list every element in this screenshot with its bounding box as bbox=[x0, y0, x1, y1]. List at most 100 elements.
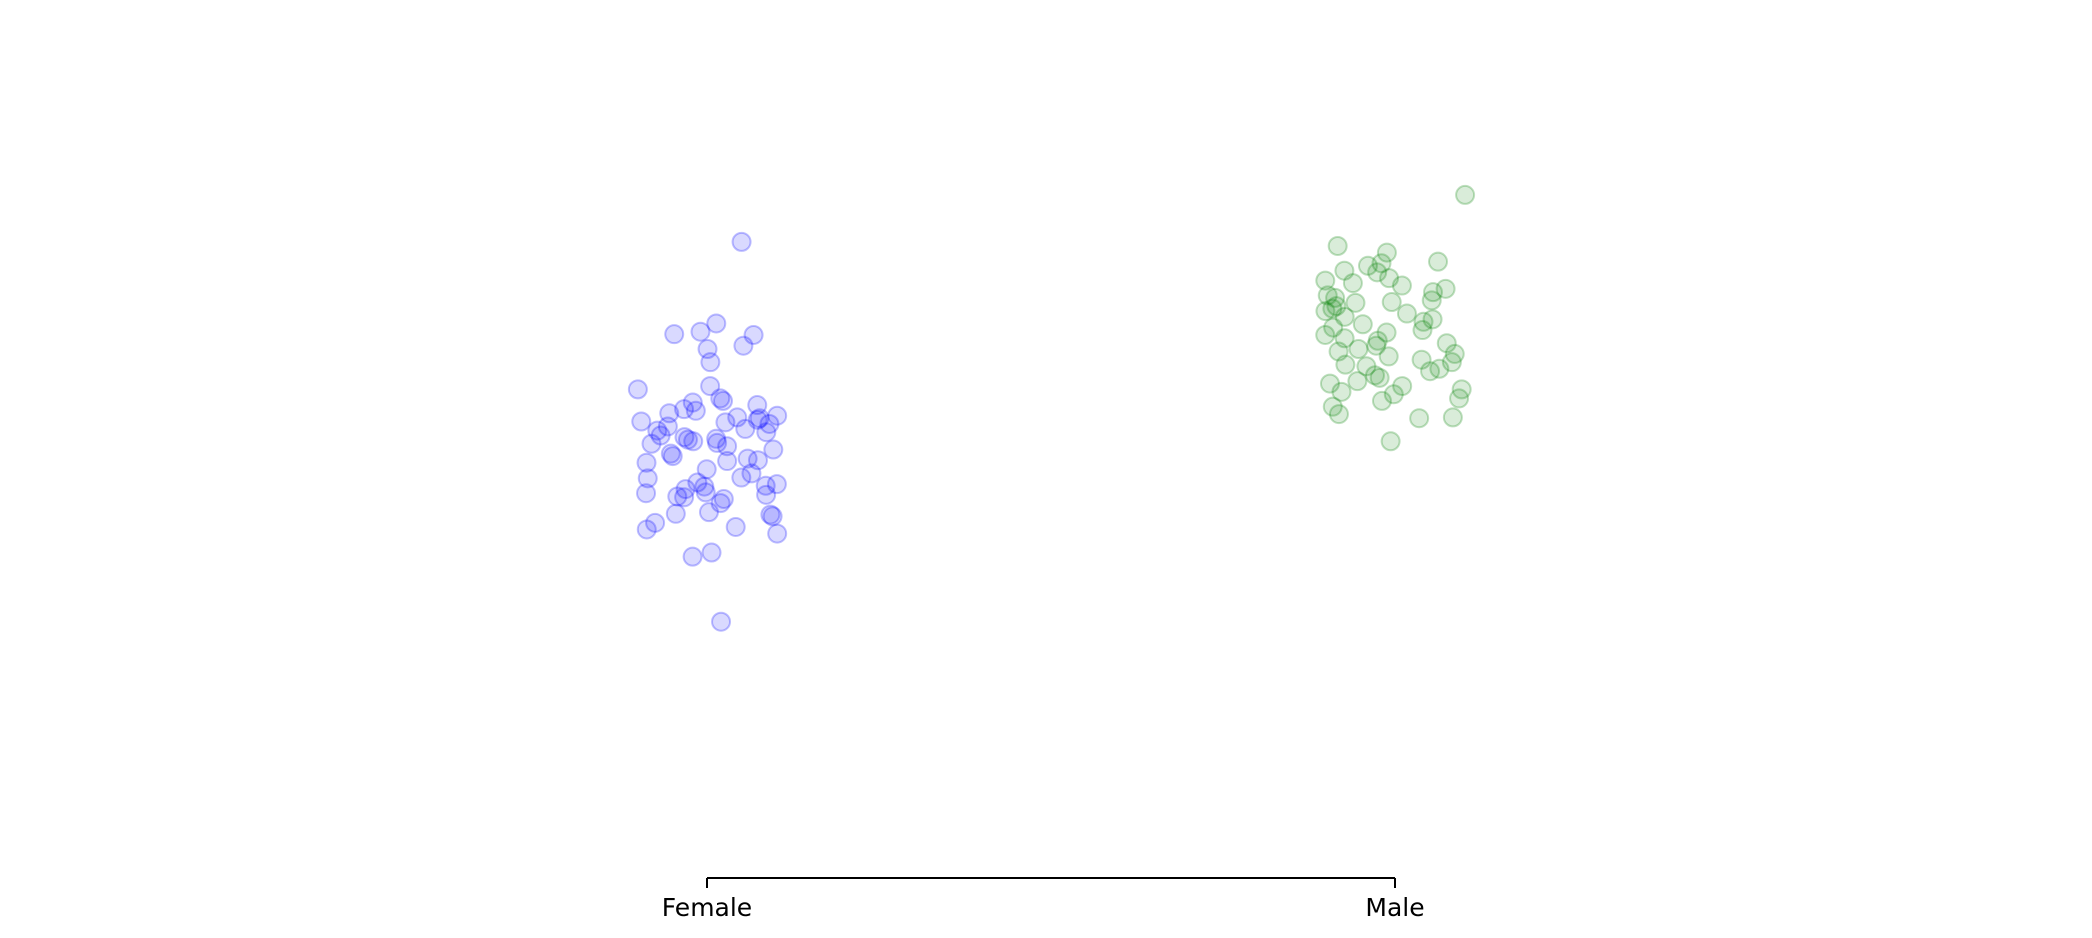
strip-point bbox=[733, 335, 754, 356]
strip-point bbox=[1376, 242, 1397, 263]
strip-point bbox=[731, 231, 752, 252]
x-tick-label: Female bbox=[662, 893, 752, 922]
strip-point bbox=[1357, 255, 1378, 276]
strip-point bbox=[1317, 285, 1338, 306]
strip-point bbox=[1334, 306, 1355, 327]
strip-point bbox=[747, 450, 768, 471]
strip-point bbox=[1331, 381, 1352, 402]
strip-point bbox=[710, 388, 731, 409]
strip-point bbox=[694, 476, 715, 497]
strip-point bbox=[1441, 352, 1462, 373]
strip-point bbox=[696, 459, 717, 480]
strip-point bbox=[690, 321, 711, 342]
strip-point bbox=[677, 429, 698, 450]
strip-point bbox=[707, 432, 728, 453]
strip-point bbox=[1378, 346, 1399, 367]
strip-point bbox=[1420, 361, 1441, 382]
strip-point bbox=[660, 443, 681, 464]
strip-point bbox=[645, 512, 666, 533]
strip-point bbox=[1412, 320, 1433, 341]
strip-point bbox=[1327, 235, 1348, 256]
strip-point bbox=[1371, 253, 1392, 274]
strip-point bbox=[717, 451, 738, 472]
x-tick-label: Male bbox=[1365, 893, 1424, 922]
strip-point bbox=[687, 472, 708, 493]
strip-point bbox=[706, 313, 727, 334]
strip-point bbox=[1451, 379, 1472, 400]
strip-point bbox=[1328, 404, 1349, 425]
strip-point bbox=[1376, 322, 1397, 343]
strip-point bbox=[1413, 311, 1434, 332]
strip-point bbox=[697, 338, 718, 359]
strip-point bbox=[637, 468, 658, 489]
strip-point bbox=[685, 400, 706, 421]
strip-point bbox=[1449, 388, 1470, 409]
strip-point bbox=[1367, 330, 1388, 351]
strip-point bbox=[725, 516, 746, 537]
strip-point bbox=[1334, 260, 1355, 281]
strip-point bbox=[715, 412, 736, 433]
strip-point bbox=[1326, 296, 1347, 317]
strip-point bbox=[763, 439, 784, 460]
strip-point bbox=[674, 427, 695, 448]
strip-point bbox=[1436, 333, 1457, 354]
strip-point bbox=[667, 486, 688, 507]
strip-point bbox=[741, 463, 762, 484]
strip-point bbox=[755, 475, 776, 496]
strip-point bbox=[695, 482, 716, 503]
strip-point bbox=[650, 425, 671, 446]
strip-point bbox=[636, 483, 657, 504]
strip-point bbox=[1366, 335, 1387, 356]
strip-point bbox=[1455, 184, 1476, 205]
strip-point bbox=[1411, 349, 1432, 370]
strip-point bbox=[664, 324, 685, 345]
strip-point bbox=[1391, 275, 1412, 296]
strip-point bbox=[636, 452, 657, 473]
strip-point bbox=[1345, 292, 1366, 313]
strip-point bbox=[762, 506, 783, 527]
strip-point bbox=[1421, 290, 1442, 311]
strip-point bbox=[717, 436, 738, 457]
strip-point bbox=[737, 448, 758, 469]
strip-point bbox=[1435, 278, 1456, 299]
strip-point bbox=[662, 446, 683, 467]
strip-point bbox=[1396, 303, 1417, 324]
strip-point bbox=[674, 399, 695, 420]
strip-point bbox=[1392, 376, 1413, 397]
strip-point bbox=[767, 405, 788, 426]
strip-point bbox=[631, 411, 652, 432]
strip-point bbox=[682, 392, 703, 413]
strip-point bbox=[1380, 431, 1401, 452]
strip-point bbox=[749, 408, 770, 429]
strip-point bbox=[1383, 384, 1404, 405]
strip-point bbox=[682, 546, 703, 567]
strip-point bbox=[743, 324, 764, 345]
strip-point bbox=[659, 403, 680, 424]
strip-point bbox=[706, 428, 727, 449]
strip-point bbox=[675, 479, 696, 500]
strip-point bbox=[700, 352, 721, 373]
strip-point bbox=[1379, 268, 1400, 289]
strip-point bbox=[1429, 358, 1450, 379]
strip-point bbox=[1323, 317, 1344, 338]
strip-point bbox=[1442, 407, 1463, 428]
strip-point bbox=[747, 409, 768, 430]
strip-point bbox=[1409, 408, 1430, 429]
strip-point bbox=[1356, 356, 1377, 377]
strip-point bbox=[1334, 328, 1355, 349]
strip-point bbox=[727, 407, 748, 428]
strip-point bbox=[710, 493, 731, 514]
strip-point bbox=[701, 542, 722, 563]
strip-point bbox=[1367, 262, 1388, 283]
strip-point bbox=[1322, 298, 1343, 319]
strip-point bbox=[1428, 251, 1449, 272]
strip-point bbox=[1348, 338, 1369, 359]
strip-point bbox=[760, 504, 781, 525]
strip-point bbox=[700, 376, 721, 397]
strip-point bbox=[674, 487, 695, 508]
strip-point bbox=[747, 395, 768, 416]
strip-point bbox=[1319, 373, 1340, 394]
strip-point bbox=[1335, 354, 1356, 375]
strip-point bbox=[1422, 309, 1443, 330]
